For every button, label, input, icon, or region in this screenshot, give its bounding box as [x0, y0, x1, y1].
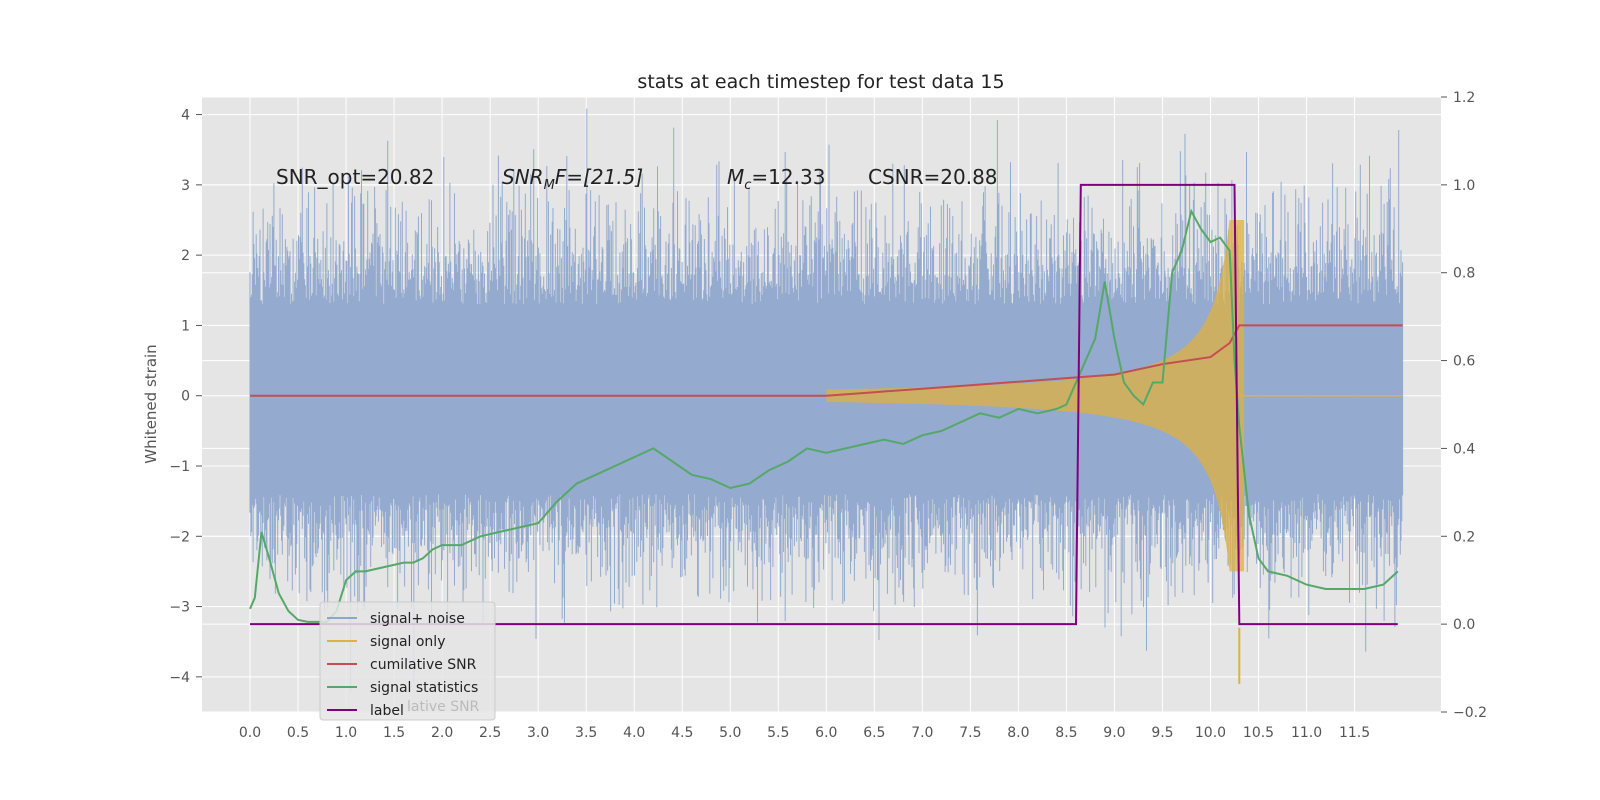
y-axis-left: 4 3 2 1 0 −1 −2 −3 −4: [169, 108, 202, 686]
x-tick-label: 11.0: [1291, 725, 1322, 741]
signal-statistics-line: [249, 208, 1399, 623]
x-tick-label: 10.0: [1195, 725, 1226, 741]
annotation-snr-opt: SNR_opt=20.82: [276, 165, 434, 189]
x-tick-label: 7.0: [911, 725, 933, 741]
x-tick-label: 7.5: [959, 725, 981, 741]
x-tick-label: 10.5: [1243, 725, 1274, 741]
legend-entry-label: cumilative SNR: [370, 657, 477, 673]
legend-box: [319, 601, 496, 721]
y2-tick-label: 1.2: [1453, 90, 1475, 106]
x-tick-label: 11.5: [1339, 725, 1370, 741]
x-tick-label: 4.0: [623, 725, 645, 741]
x-tick-label: 9.0: [1103, 725, 1125, 741]
y2-tick-label: 0.6: [1453, 354, 1475, 370]
legend-overflow-text: lative SNR: [407, 699, 480, 715]
y-tick-label: 3: [181, 178, 190, 194]
y2-tick-label: −0.2: [1453, 705, 1487, 721]
y2-tick-label: 0.4: [1453, 441, 1475, 457]
x-tick-label: 5.0: [719, 725, 741, 741]
y-tick-label: 0: [181, 389, 190, 405]
annotation-snr-mf: SNRMF=[21.5]: [502, 165, 643, 193]
signal-only-envelope: [826, 220, 1245, 572]
y-tick-label: −2: [169, 529, 190, 545]
series-lines: [249, 183, 1403, 626]
annotation-mc-sub: c: [744, 178, 751, 193]
series-signal-only: [826, 220, 1403, 684]
x-tick-label: 3.0: [527, 725, 549, 741]
y-tick-label: −4: [169, 670, 190, 686]
annotation-snr-mf-a: SNR: [502, 165, 544, 189]
y-tick-label: −1: [169, 459, 190, 475]
x-tick-label: 4.5: [671, 725, 693, 741]
y-tick-label: −3: [169, 600, 190, 616]
annotation-mc-a: M: [727, 165, 744, 189]
y2-tick-label: 0.2: [1453, 529, 1475, 545]
x-tick-label: 6.0: [815, 725, 837, 741]
y-axis-right: 1.2 1.0 0.8 0.6 0.4 0.2 0.0 −0.2: [1441, 90, 1487, 721]
x-tick-label: 6.5: [863, 725, 885, 741]
legend-entry-label: label: [370, 703, 404, 719]
annotation-csnr: CSNR=20.88: [868, 165, 998, 189]
y-tick-label: 2: [181, 248, 190, 264]
legend: lative SNR signal+ noise signal only cumil…: [319, 601, 496, 721]
y2-tick-label: 1.0: [1453, 178, 1475, 194]
y-tick-label: 1: [181, 318, 190, 334]
x-tick-label: 1.5: [383, 725, 405, 741]
cumulative-snr-line: [250, 324, 1403, 397]
legend-entry-label: signal only: [370, 634, 445, 650]
x-axis: 0.0 0.5 1.0 1.5 2.0 2.5 3.0 3.5 4.0 4.5 5.0 5.5 6.0 6…: [239, 725, 1370, 741]
x-tick-label: 2.5: [479, 725, 501, 741]
y-tick-label: 4: [181, 108, 190, 124]
x-tick-label: 5.5: [767, 725, 789, 741]
y2-tick-label: 0.0: [1453, 617, 1475, 633]
chart-title: stats at each timestep for test data 15: [637, 71, 1004, 93]
x-tick-label: 9.5: [1151, 725, 1173, 741]
x-tick-label: 2.0: [431, 725, 453, 741]
x-tick-label: 0.5: [287, 725, 309, 741]
legend-entry-label: signal+ noise: [370, 611, 465, 627]
x-tick-label: 0.0: [239, 725, 261, 741]
legend-entry-label: signal statistics: [370, 680, 478, 696]
x-tick-label: 1.0: [335, 725, 357, 741]
x-tick-label: 8.0: [1007, 725, 1029, 741]
y2-tick-label: 0.8: [1453, 266, 1475, 282]
annotation-mc: Mc=12.33: [727, 165, 825, 193]
x-tick-label: 8.5: [1055, 725, 1077, 741]
annotation-snr-mf-b: F=[21.5]: [555, 165, 643, 189]
x-tick-label: 3.5: [575, 725, 597, 741]
label-line: [250, 183, 1398, 626]
y-axis-label: Whitened strain: [142, 344, 160, 463]
annotation-mc-b: =12.33: [751, 165, 825, 189]
annotation-snr-mf-sub: M: [544, 178, 555, 193]
